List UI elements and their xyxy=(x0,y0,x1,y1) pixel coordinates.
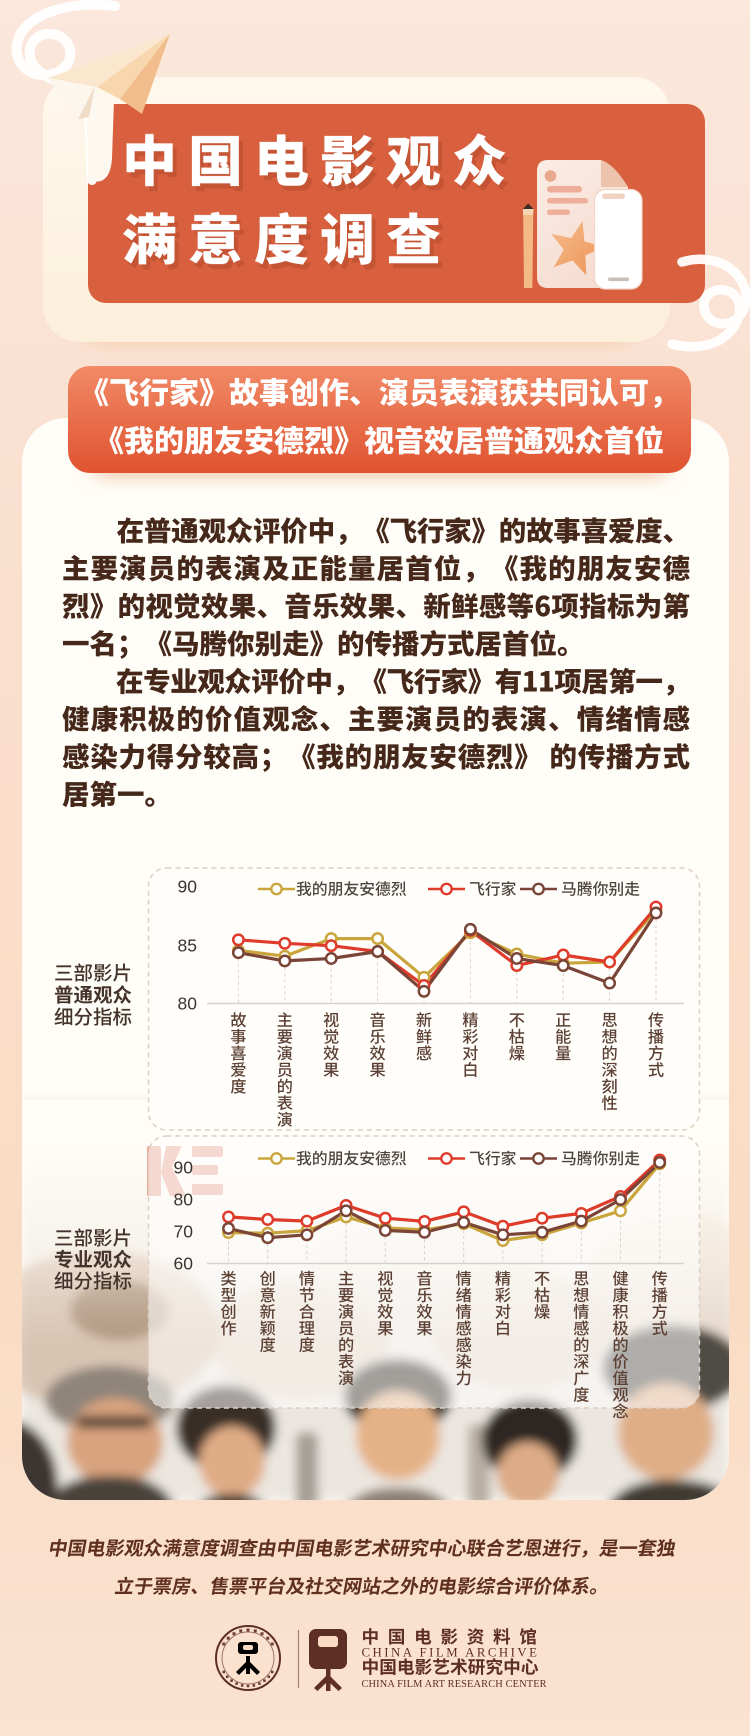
svg-text:90: 90 xyxy=(178,877,198,897)
svg-text:90: 90 xyxy=(174,1158,194,1178)
svg-text:60: 60 xyxy=(174,1254,194,1274)
svg-text:80: 80 xyxy=(174,1190,194,1210)
svg-text:CHINA FILM ART RESEARCH CENTER: CHINA FILM ART RESEARCH CENTER xyxy=(362,1679,547,1690)
svg-text:70: 70 xyxy=(174,1222,194,1242)
svg-text:CHINA FILM ARCHIVE: CHINA FILM ARCHIVE xyxy=(362,1645,540,1659)
svg-text:85: 85 xyxy=(178,936,197,956)
svg-text:80: 80 xyxy=(178,994,198,1014)
